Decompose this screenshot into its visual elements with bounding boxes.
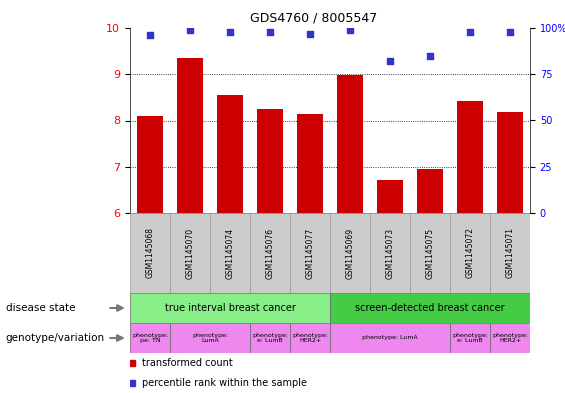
Bar bbox=[337, 75, 363, 213]
Text: phenotype:
e: LumB: phenotype: e: LumB bbox=[252, 332, 288, 343]
Bar bbox=[130, 323, 170, 353]
Bar bbox=[450, 323, 490, 353]
Bar bbox=[330, 293, 530, 323]
Bar bbox=[130, 213, 170, 293]
Point bbox=[306, 30, 315, 37]
Bar bbox=[290, 213, 330, 293]
Bar bbox=[297, 114, 323, 213]
Bar bbox=[417, 169, 443, 213]
Bar bbox=[257, 109, 283, 213]
Bar bbox=[177, 58, 203, 213]
Bar bbox=[330, 213, 370, 293]
Bar bbox=[170, 323, 250, 353]
Point bbox=[185, 27, 194, 33]
Point bbox=[345, 27, 354, 33]
Point bbox=[145, 32, 154, 39]
Text: GSM1145076: GSM1145076 bbox=[266, 228, 275, 279]
Bar bbox=[250, 323, 290, 353]
Point bbox=[466, 29, 475, 35]
Text: screen-detected breast cancer: screen-detected breast cancer bbox=[355, 303, 505, 313]
Text: GSM1145072: GSM1145072 bbox=[466, 228, 475, 279]
Text: percentile rank within the sample: percentile rank within the sample bbox=[142, 378, 307, 388]
Text: GSM1145073: GSM1145073 bbox=[385, 228, 394, 279]
Text: phenotype:
HER2+: phenotype: HER2+ bbox=[492, 332, 528, 343]
Point bbox=[425, 53, 434, 59]
Bar bbox=[497, 112, 523, 213]
Bar bbox=[137, 116, 163, 213]
Text: GSM1145077: GSM1145077 bbox=[306, 228, 315, 279]
Text: genotype/variation: genotype/variation bbox=[6, 333, 105, 343]
Text: GDS4760 / 8005547: GDS4760 / 8005547 bbox=[250, 11, 377, 24]
Point bbox=[506, 29, 515, 35]
Text: transformed count: transformed count bbox=[142, 358, 233, 368]
Bar bbox=[210, 213, 250, 293]
Bar bbox=[170, 213, 210, 293]
Point bbox=[266, 29, 275, 35]
Text: phenotype:
LumA: phenotype: LumA bbox=[192, 332, 228, 343]
Point bbox=[385, 58, 394, 64]
Text: true interval breast cancer: true interval breast cancer bbox=[164, 303, 295, 313]
Bar bbox=[330, 323, 450, 353]
Bar bbox=[410, 213, 450, 293]
Bar bbox=[450, 213, 490, 293]
Text: GSM1145071: GSM1145071 bbox=[506, 228, 515, 279]
Text: GSM1145070: GSM1145070 bbox=[185, 228, 194, 279]
Text: GSM1145068: GSM1145068 bbox=[146, 228, 154, 279]
Bar bbox=[490, 323, 530, 353]
Bar bbox=[370, 213, 410, 293]
Bar bbox=[457, 101, 483, 213]
Bar bbox=[290, 323, 330, 353]
Bar bbox=[217, 95, 243, 213]
Text: GSM1145074: GSM1145074 bbox=[225, 228, 234, 279]
Text: phenotype:
e: LumB: phenotype: e: LumB bbox=[452, 332, 488, 343]
Point bbox=[225, 29, 234, 35]
Text: disease state: disease state bbox=[6, 303, 75, 313]
Text: phenotype:
HER2+: phenotype: HER2+ bbox=[292, 332, 328, 343]
Bar bbox=[130, 293, 330, 323]
Bar bbox=[490, 213, 530, 293]
Text: GSM1145075: GSM1145075 bbox=[425, 228, 434, 279]
Text: GSM1145069: GSM1145069 bbox=[346, 228, 354, 279]
Bar bbox=[377, 180, 403, 213]
Text: phenotype:
pe: TN: phenotype: pe: TN bbox=[132, 332, 168, 343]
Bar bbox=[250, 213, 290, 293]
Text: phenotype: LumA: phenotype: LumA bbox=[362, 336, 418, 340]
